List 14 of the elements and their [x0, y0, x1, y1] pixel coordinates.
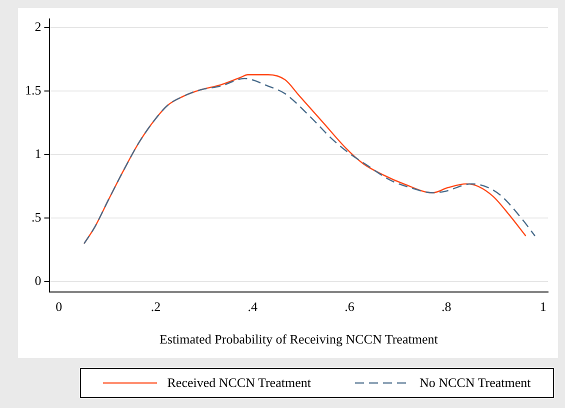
x-tick-label: .2 [150, 299, 161, 314]
x-axis-title: Estimated Probability of Receiving NCCN Treatment [159, 332, 438, 347]
legend-label: No NCCN Treatment [419, 375, 531, 391]
x-tick-label: .6 [344, 299, 355, 314]
y-tick-label: 0 [34, 273, 42, 288]
x-tick-label: .4 [248, 299, 258, 314]
legend-label: Received NCCN Treatment [167, 375, 311, 391]
y-tick-label: .5 [32, 210, 42, 225]
y-tick-label: 1 [34, 146, 42, 162]
y-tick-label: 2 [34, 19, 42, 34]
x-tick-label: 1 [540, 299, 546, 314]
y-tick-label: 1.5 [25, 82, 42, 98]
x-tick-label: 0 [56, 299, 62, 314]
x-tick-label: .8 [441, 299, 452, 314]
